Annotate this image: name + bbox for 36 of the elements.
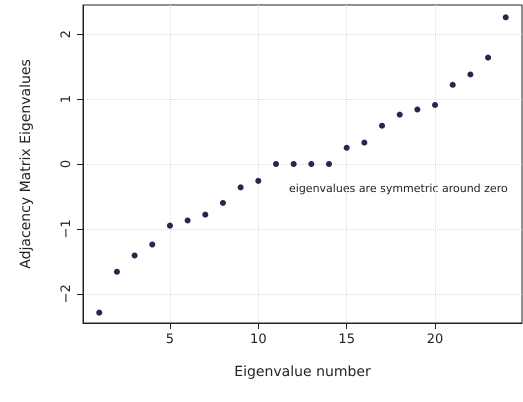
point <box>132 252 138 259</box>
x-tick-label: 20 <box>426 332 444 347</box>
y-tick-label: 1 <box>59 94 74 104</box>
point <box>308 161 314 167</box>
point <box>502 14 509 20</box>
point <box>414 106 420 112</box>
point <box>432 102 438 108</box>
point <box>114 268 120 275</box>
point <box>450 82 456 88</box>
point <box>326 161 332 167</box>
point <box>166 222 173 229</box>
point <box>344 144 350 151</box>
x-tick-label: 5 <box>166 332 174 347</box>
point <box>396 112 403 118</box>
y-tick-label: −1 <box>59 219 74 238</box>
y-tick-label: 2 <box>59 30 74 38</box>
x-tick-label: 10 <box>250 332 267 347</box>
point <box>290 161 297 167</box>
point <box>361 140 368 146</box>
point <box>202 212 208 218</box>
point <box>220 200 226 206</box>
point <box>238 184 244 190</box>
x-tick-label: 15 <box>338 332 355 347</box>
annotation: eigenvalues are symmetric around zero <box>289 182 508 195</box>
point <box>149 241 156 248</box>
point <box>379 122 386 129</box>
y-tick-label: −2 <box>59 284 74 304</box>
x-axis-title: Eigenvalue number <box>234 364 371 380</box>
y-axis-title: Adjacency Matrix Eigenvalues <box>18 59 34 269</box>
point <box>272 161 279 167</box>
point <box>255 178 262 184</box>
point <box>96 310 102 316</box>
point <box>184 217 191 224</box>
point <box>467 71 474 78</box>
point <box>485 54 492 61</box>
y-tick-label: 0 <box>59 160 74 168</box>
